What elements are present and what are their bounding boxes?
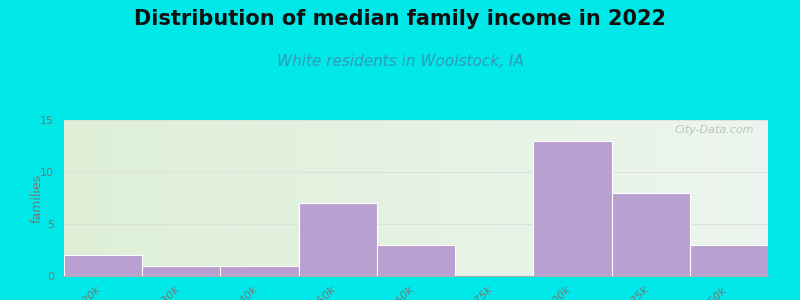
Bar <box>142 266 221 276</box>
Y-axis label: families: families <box>31 173 44 223</box>
Bar <box>377 245 455 276</box>
Text: City-Data.com: City-Data.com <box>674 125 754 135</box>
Text: Distribution of median family income in 2022: Distribution of median family income in … <box>134 9 666 29</box>
Bar <box>64 255 142 276</box>
Bar <box>298 203 377 276</box>
Bar <box>611 193 690 276</box>
Bar <box>690 245 768 276</box>
Bar <box>534 141 611 276</box>
Bar <box>221 266 298 276</box>
Text: White residents in Woolstock, IA: White residents in Woolstock, IA <box>277 54 523 69</box>
